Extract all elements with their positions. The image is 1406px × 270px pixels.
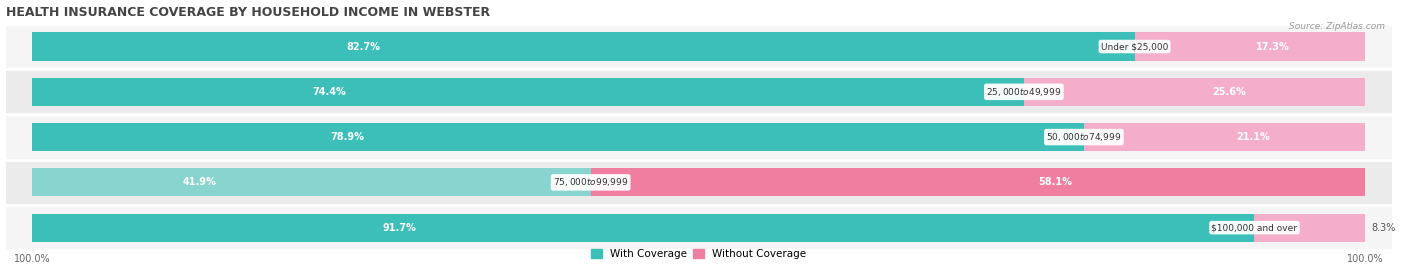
Text: 25.6%: 25.6% — [1212, 87, 1246, 97]
Bar — [1084, 123, 1365, 151]
Text: $75,000 to $99,999: $75,000 to $99,999 — [553, 176, 628, 188]
Text: HEALTH INSURANCE COVERAGE BY HOUSEHOLD INCOME IN WEBSTER: HEALTH INSURANCE COVERAGE BY HOUSEHOLD I… — [6, 6, 489, 19]
Text: 41.9%: 41.9% — [183, 177, 217, 187]
Bar — [32, 214, 1254, 242]
Bar — [32, 32, 1135, 60]
Bar — [32, 78, 1024, 106]
Bar — [1024, 78, 1365, 106]
Text: $100,000 and over: $100,000 and over — [1212, 223, 1298, 232]
Text: 8.3%: 8.3% — [1372, 223, 1396, 233]
Text: $50,000 to $74,999: $50,000 to $74,999 — [1046, 131, 1122, 143]
Text: 17.3%: 17.3% — [1256, 42, 1289, 52]
Bar — [6, 69, 1392, 114]
Bar — [32, 123, 1084, 151]
Bar — [6, 160, 1392, 205]
Bar — [1254, 214, 1365, 242]
Bar — [32, 168, 591, 196]
Text: Under $25,000: Under $25,000 — [1101, 42, 1168, 51]
Text: 91.7%: 91.7% — [382, 223, 416, 233]
Text: $25,000 to $49,999: $25,000 to $49,999 — [987, 86, 1062, 98]
Bar — [6, 205, 1392, 250]
Text: 21.1%: 21.1% — [1236, 132, 1270, 142]
Text: Source: ZipAtlas.com: Source: ZipAtlas.com — [1289, 22, 1385, 31]
Legend: With Coverage, Without Coverage: With Coverage, Without Coverage — [588, 245, 810, 263]
Bar — [6, 24, 1392, 69]
Bar — [6, 114, 1392, 160]
Text: 82.7%: 82.7% — [346, 42, 380, 52]
Text: 74.4%: 74.4% — [314, 87, 347, 97]
Text: 78.9%: 78.9% — [330, 132, 364, 142]
Bar — [591, 168, 1365, 196]
Text: 58.1%: 58.1% — [1039, 177, 1073, 187]
Bar — [1135, 32, 1365, 60]
